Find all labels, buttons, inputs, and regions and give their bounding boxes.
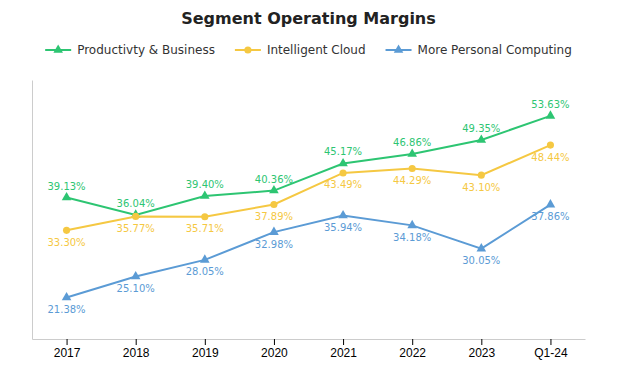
x-tick-mark (67, 339, 68, 345)
data-label: 21.38% (47, 304, 85, 315)
series-marker (477, 134, 487, 142)
data-label: 35.94% (324, 222, 362, 233)
series-marker (132, 213, 139, 220)
series (62, 110, 555, 217)
data-label: 53.63% (531, 99, 569, 110)
series-marker (63, 227, 70, 234)
x-tick-label: 2023 (468, 346, 495, 360)
data-label: 28.05% (186, 266, 224, 277)
data-label: 45.17% (324, 146, 362, 157)
data-labels: 39.13% 36.04% 39.40% 40.36% 45.17% 46.86% 49.3… (47, 99, 569, 315)
series (63, 142, 554, 234)
title: Segment Operating Margins (181, 9, 436, 28)
x-tick: 2022 (399, 339, 426, 360)
data-label: 39.40% (186, 179, 224, 190)
chart: Segment Operating Margins Productivty & B… (0, 0, 617, 369)
x-tick-mark (481, 339, 482, 345)
series-marker (478, 172, 485, 179)
legend-item: Intelligent Cloud (235, 43, 366, 57)
x-tick-mark (205, 339, 206, 345)
x-tick: 2019 (192, 339, 219, 360)
data-label: 43.49% (324, 179, 362, 190)
data-label: 32.98% (255, 239, 293, 250)
legend-label: More Personal Computing (418, 43, 572, 57)
x-tick: 2017 (54, 339, 81, 360)
series-marker (62, 192, 72, 200)
data-label: 40.36% (255, 174, 293, 185)
series-marker (546, 110, 556, 118)
series-marker (201, 213, 208, 220)
x-tick-mark (550, 339, 551, 345)
data-label: 25.10% (117, 283, 155, 294)
y-axis (32, 81, 33, 340)
series-marker (269, 227, 279, 235)
x-tick-mark (412, 339, 413, 345)
x-tick-label: 2019 (192, 346, 219, 360)
y-axis-line (32, 81, 33, 340)
legend-item: Productivty & Business (45, 43, 215, 57)
x-tick-mark (136, 339, 137, 345)
legend: Productivty & Business Intelligent Cloud M… (45, 43, 572, 57)
series-marker (547, 142, 554, 149)
series (62, 199, 555, 300)
series-marker (338, 158, 348, 166)
series-marker (546, 199, 556, 207)
x-axis: 2017 2018 2019 2020 2021 2022 2023 Q1-24 (33, 339, 586, 360)
legend-swatch-marker (394, 44, 404, 52)
x-tick: 2020 (261, 339, 288, 360)
data-label: 30.05% (462, 255, 500, 266)
x-tick-label: Q1-24 (534, 346, 568, 360)
data-label: 36.04% (117, 198, 155, 209)
series-marker (269, 185, 279, 193)
data-label: 35.77% (117, 223, 155, 234)
series-marker (407, 148, 417, 156)
x-tick: 2023 (468, 339, 495, 360)
plot-area (62, 110, 555, 300)
data-label: 48.44% (531, 152, 569, 163)
data-label: 37.86% (531, 211, 569, 222)
series-marker (270, 201, 277, 208)
legend-item: More Personal Computing (386, 43, 572, 57)
series-marker (339, 169, 346, 176)
series-marker (477, 243, 487, 251)
x-tick-label: 2017 (54, 346, 81, 360)
x-axis-line (33, 339, 586, 340)
x-tick-mark (274, 339, 275, 345)
x-tick: 2021 (330, 339, 357, 360)
x-tick-mark (343, 339, 344, 345)
data-label: 39.13% (47, 181, 85, 192)
legend-swatch-marker (53, 44, 63, 52)
legend-label: Intelligent Cloud (267, 43, 366, 57)
x-tick-label: 2021 (330, 346, 357, 360)
series-marker (338, 210, 348, 218)
x-tick: 2018 (123, 339, 150, 360)
data-label: 49.35% (462, 123, 500, 134)
data-label: 33.30% (47, 237, 85, 248)
x-tick-label: 2018 (123, 346, 150, 360)
series-marker (409, 165, 416, 172)
series-marker (200, 254, 210, 262)
series-marker (62, 292, 72, 300)
data-label: 43.10% (462, 182, 500, 193)
data-label: 44.29% (393, 175, 431, 186)
legend-swatch-marker (244, 46, 251, 53)
data-label: 34.18% (393, 232, 431, 243)
series-line (67, 116, 551, 215)
data-label: 37.89% (255, 211, 293, 222)
data-label: 35.71% (186, 223, 224, 234)
series-marker (131, 271, 141, 279)
x-tick-label: 2022 (399, 346, 426, 360)
data-label: 46.86% (393, 137, 431, 148)
series-line (67, 145, 551, 230)
legend-label: Productivty & Business (77, 43, 215, 57)
series-line (67, 205, 551, 298)
series-marker (200, 190, 210, 198)
x-tick-label: 2020 (261, 346, 288, 360)
series-marker (407, 220, 417, 228)
x-tick: Q1-24 (534, 339, 568, 360)
